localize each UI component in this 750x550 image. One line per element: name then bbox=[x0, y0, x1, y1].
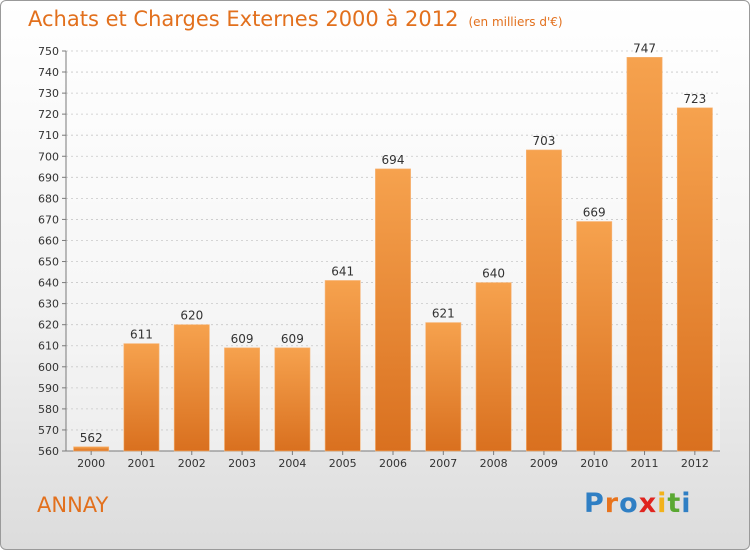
x-tick-label: 2012 bbox=[681, 457, 709, 470]
y-tick-label: 730 bbox=[38, 87, 59, 100]
bar bbox=[73, 446, 110, 452]
x-tick-label: 2008 bbox=[480, 457, 508, 470]
x-tick-label: 2001 bbox=[127, 457, 155, 470]
data-label: 640 bbox=[482, 267, 505, 281]
y-tick-label: 630 bbox=[38, 298, 59, 311]
bar bbox=[123, 343, 160, 452]
x-tick-label: 2004 bbox=[278, 457, 306, 470]
y-tick-label: 570 bbox=[38, 424, 59, 437]
x-tick-label: 2000 bbox=[77, 457, 105, 470]
y-tick-label: 710 bbox=[38, 129, 59, 142]
town-name: ANNAY bbox=[37, 493, 109, 517]
bar bbox=[224, 347, 260, 452]
data-label: 562 bbox=[80, 431, 103, 445]
logo-letter: t bbox=[667, 488, 682, 519]
y-tick-label: 560 bbox=[38, 445, 59, 458]
chart-unit: (en milliers d'€) bbox=[468, 15, 563, 29]
y-tick-label: 680 bbox=[38, 192, 59, 205]
y-tick-label: 660 bbox=[38, 234, 59, 247]
y-tick-label: 750 bbox=[38, 45, 59, 58]
bar bbox=[526, 149, 562, 452]
proxiti-logo: Proxiti bbox=[584, 488, 692, 519]
x-tick-label: 2003 bbox=[228, 457, 256, 470]
y-tick-label: 690 bbox=[38, 171, 59, 184]
data-label: 611 bbox=[130, 328, 153, 342]
logo-letter: o bbox=[619, 488, 639, 519]
y-tick-label: 670 bbox=[38, 213, 59, 226]
data-label: 694 bbox=[382, 153, 405, 167]
y-tick-label: 620 bbox=[38, 319, 59, 332]
y-tick-label: 590 bbox=[38, 382, 59, 395]
x-tick-label: 2010 bbox=[580, 457, 608, 470]
data-label: 641 bbox=[331, 264, 354, 278]
logo-letter: i bbox=[657, 488, 668, 519]
y-tick-label: 700 bbox=[38, 150, 59, 163]
bar bbox=[626, 57, 663, 452]
x-tick-label: 2005 bbox=[329, 457, 357, 470]
bar bbox=[324, 280, 361, 452]
y-tick-label: 600 bbox=[38, 361, 59, 374]
y-tick-label: 610 bbox=[38, 340, 59, 353]
chart-title: Achats et Charges Externes 2000 à 2012 (e… bbox=[28, 7, 563, 31]
logo-letter: P bbox=[584, 488, 605, 519]
logo-letter: i bbox=[681, 488, 692, 519]
logo-letter: x bbox=[638, 488, 658, 519]
bar bbox=[475, 282, 512, 452]
x-tick-label: 2009 bbox=[530, 457, 558, 470]
bar bbox=[676, 107, 713, 452]
data-label: 747 bbox=[633, 41, 656, 55]
bar bbox=[375, 168, 411, 452]
x-tick-label: 2002 bbox=[178, 457, 206, 470]
bar bbox=[173, 324, 210, 452]
bar bbox=[274, 347, 311, 452]
bar bbox=[576, 221, 613, 452]
y-tick-label: 640 bbox=[38, 277, 59, 290]
data-label: 723 bbox=[683, 92, 706, 106]
x-tick-label: 2007 bbox=[429, 457, 457, 470]
logo-letter: r bbox=[604, 488, 620, 519]
data-label: 609 bbox=[231, 332, 254, 346]
chart-title-text: Achats et Charges Externes 2000 à 2012 bbox=[28, 7, 459, 31]
data-label: 620 bbox=[180, 309, 203, 323]
x-tick-label: 2006 bbox=[379, 457, 407, 470]
data-label: 703 bbox=[532, 134, 555, 148]
y-tick-label: 740 bbox=[38, 66, 59, 79]
y-tick-label: 720 bbox=[38, 108, 59, 121]
bar bbox=[425, 322, 462, 452]
x-tick-label: 2011 bbox=[631, 457, 659, 470]
data-label: 621 bbox=[432, 307, 455, 321]
y-tick-label: 650 bbox=[38, 256, 59, 269]
data-label: 609 bbox=[281, 332, 304, 346]
data-label: 669 bbox=[583, 206, 606, 220]
y-tick-label: 580 bbox=[38, 403, 59, 416]
